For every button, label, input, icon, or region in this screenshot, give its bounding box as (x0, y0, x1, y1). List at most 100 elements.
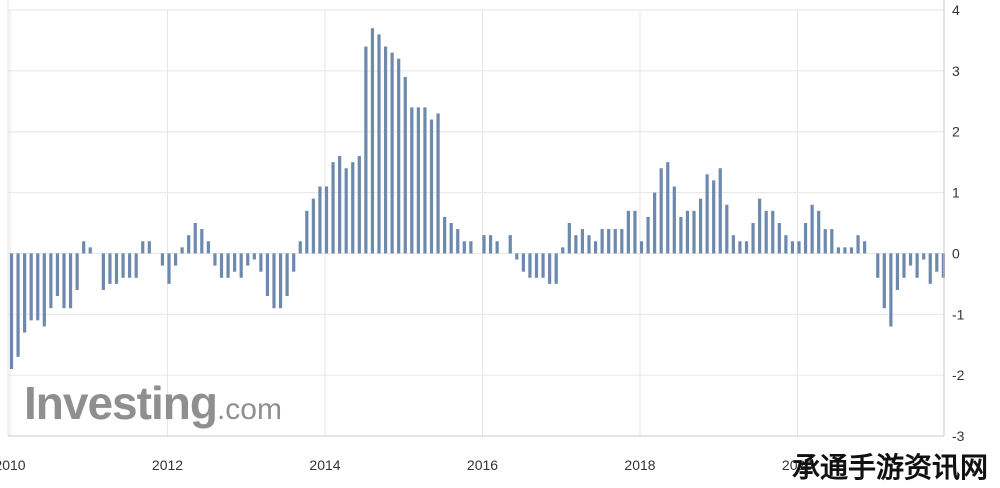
bar (278, 253, 283, 309)
bar (580, 229, 585, 254)
bar (75, 253, 79, 290)
bar (9, 253, 14, 370)
bar (508, 235, 512, 254)
y-tick-label: -2 (952, 367, 965, 383)
bar (397, 58, 401, 254)
bar (738, 241, 742, 254)
bar (561, 247, 565, 254)
bar (810, 204, 814, 254)
bar (830, 229, 834, 254)
bar (469, 241, 473, 254)
bar (416, 107, 420, 254)
bar (62, 253, 66, 309)
bar (298, 241, 302, 254)
grid-layer (8, 9, 944, 437)
bar (843, 247, 847, 254)
bar (620, 229, 624, 254)
bar (272, 253, 276, 309)
bar (219, 253, 224, 278)
bar (88, 247, 92, 254)
bar (377, 34, 381, 254)
bar (187, 235, 191, 254)
bar (114, 253, 119, 284)
bar (836, 247, 840, 254)
bar (495, 241, 499, 254)
bar (823, 229, 827, 254)
bar (167, 253, 171, 284)
x-tick-label: 2010 (0, 457, 26, 473)
bar (554, 253, 558, 284)
bar (653, 192, 657, 254)
bar (200, 229, 204, 254)
bar (698, 198, 703, 254)
bar (587, 235, 591, 254)
bars (9, 28, 945, 370)
bar (548, 253, 552, 284)
bar (121, 253, 125, 278)
bar (344, 168, 348, 254)
y-tick-label: 4 (952, 2, 960, 18)
bar (863, 241, 867, 254)
investing-logo: Investing.com (24, 376, 282, 430)
y-tick-label: 2 (952, 124, 960, 140)
bar (180, 247, 184, 254)
bar (613, 229, 617, 254)
bar (141, 241, 145, 254)
bar (16, 253, 20, 357)
y-tick-label: -1 (952, 306, 965, 322)
bar (639, 241, 644, 254)
bar (790, 241, 795, 254)
bar (357, 156, 361, 254)
bar (383, 46, 388, 254)
bar (856, 235, 860, 254)
bar (252, 253, 256, 260)
bar (712, 180, 716, 254)
bar (725, 204, 729, 254)
bar (292, 253, 296, 272)
bar (226, 253, 230, 278)
bar (285, 253, 289, 297)
bar (758, 198, 762, 254)
bar (876, 253, 880, 278)
x-tick-label: 2012 (152, 457, 183, 473)
bar (193, 223, 197, 254)
bar (521, 253, 525, 272)
bar (751, 223, 755, 254)
bar (764, 210, 768, 254)
bar (370, 28, 375, 254)
bar (922, 253, 926, 260)
bar (462, 241, 466, 254)
bar (705, 174, 709, 254)
bar (173, 253, 178, 266)
bar (488, 235, 493, 254)
bar (882, 253, 886, 309)
bar (147, 241, 151, 254)
bar (160, 253, 165, 266)
bar (23, 253, 27, 333)
bar (817, 210, 821, 254)
bar (482, 235, 486, 254)
bar (593, 241, 598, 254)
bar (331, 162, 335, 254)
bar (797, 241, 801, 254)
bar (607, 229, 611, 254)
x-tick-label: 2016 (467, 457, 498, 473)
bar (134, 253, 138, 278)
bar (364, 46, 368, 254)
bar (915, 253, 919, 278)
bar (771, 210, 775, 254)
bar (574, 235, 578, 254)
bar (777, 223, 781, 254)
bar (718, 168, 722, 254)
bar (213, 253, 217, 266)
bar (633, 210, 637, 254)
bar (403, 76, 407, 254)
bar (515, 253, 519, 260)
bar (206, 241, 210, 254)
bar (338, 156, 342, 254)
bar (744, 241, 749, 254)
bar (42, 253, 46, 327)
x-tick-label: 2020 (782, 457, 813, 473)
y-tick-label: 1 (952, 185, 960, 201)
